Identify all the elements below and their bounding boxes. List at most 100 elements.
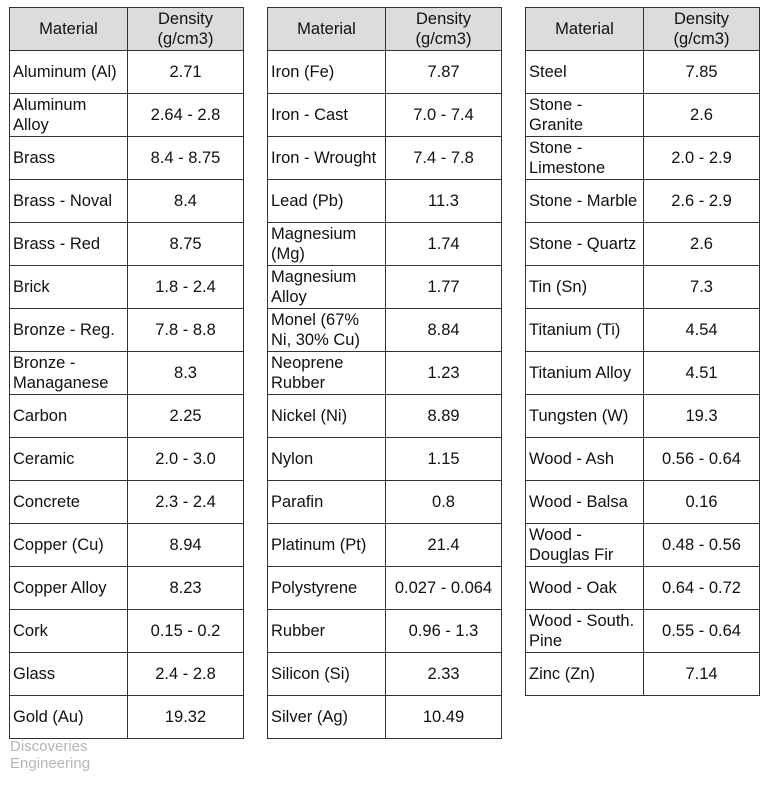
density-cell: 8.3 [127, 351, 244, 395]
table-row: Nickel (Ni) 8.89 [267, 394, 502, 438]
header-row: Material Density (g/cm3) [525, 7, 760, 51]
material-cell: Brass - Red [9, 222, 128, 266]
material-cell: Gold (Au) [9, 695, 128, 739]
density-cell: 2.0 - 2.9 [643, 136, 760, 180]
material-cell: Iron (Fe) [267, 50, 386, 94]
table-row: Brass - Red 8.75 [9, 222, 244, 266]
table-row: Neoprene Rubber 1.23 [267, 351, 502, 395]
material-cell: Monel (67% Ni, 30% Cu) [267, 308, 386, 352]
density-cell: 2.0 - 3.0 [127, 437, 244, 481]
table-row: Steel 7.85 [525, 50, 760, 94]
column-header: Material [9, 7, 128, 51]
table-row: Iron - Cast 7.0 - 7.4 [267, 93, 502, 137]
table-row: Bronze - Reg. 7.8 - 8.8 [9, 308, 244, 352]
table-row: Wood - Douglas Fir 0.48 - 0.56 [525, 523, 760, 567]
density-table: Material Density (g/cm3) Aluminum (Al) 2.71… [9, 7, 244, 739]
table-row: Gold (Au) 19.32 [9, 695, 244, 739]
density-cell: 0.64 - 0.72 [643, 566, 760, 610]
table-row: Aluminum (Al) 2.71 [9, 50, 244, 94]
density-cell: 2.33 [385, 652, 502, 696]
table-row: Iron (Fe) 7.87 [267, 50, 502, 94]
table-row: Copper Alloy 8.23 [9, 566, 244, 610]
table-row: Titanium Alloy 4.51 [525, 351, 760, 395]
table-row: Copper (Cu) 8.94 [9, 523, 244, 567]
table-row: Brass 8.4 - 8.75 [9, 136, 244, 180]
table-row: Stone - Marble 2.6 - 2.9 [525, 179, 760, 223]
table-row: Tungsten (W) 19.3 [525, 394, 760, 438]
table-row: Wood - Ash 0.56 - 0.64 [525, 437, 760, 481]
material-cell: Platinum (Pt) [267, 523, 386, 567]
material-cell: Silicon (Si) [267, 652, 386, 696]
column-header: Density (g/cm3) [385, 7, 502, 51]
header-row: Material Density (g/cm3) [9, 7, 244, 51]
table-row: Silver (Ag) 10.49 [267, 695, 502, 739]
density-cell: 7.87 [385, 50, 502, 94]
density-cell: 10.49 [385, 695, 502, 739]
density-cell: 0.96 - 1.3 [385, 609, 502, 653]
header-text: Density (g/cm3) [673, 10, 730, 48]
density-cell: 7.3 [643, 265, 760, 309]
table-row: Stone - Quartz 2.6 [525, 222, 760, 266]
table-row: Glass 2.4 - 2.8 [9, 652, 244, 696]
header-text: Material [555, 20, 614, 38]
material-cell: Lead (Pb) [267, 179, 386, 223]
column-header: Material [267, 7, 386, 51]
column-header: Density (g/cm3) [643, 7, 760, 51]
material-cell: Neoprene Rubber [267, 351, 386, 395]
watermark: Discoveries Engineering [10, 738, 91, 772]
material-cell: Silver (Ag) [267, 695, 386, 739]
table-row: Ceramic 2.0 - 3.0 [9, 437, 244, 481]
material-cell: Polystyrene [267, 566, 386, 610]
material-cell: Copper (Cu) [9, 523, 128, 567]
density-cell: 8.23 [127, 566, 244, 610]
table-row: Concrete 2.3 - 2.4 [9, 480, 244, 524]
table-row: Stone - Granite 2.6 [525, 93, 760, 137]
table-row: Iron - Wrought 7.4 - 7.8 [267, 136, 502, 180]
material-cell: Zinc (Zn) [525, 652, 644, 696]
density-cell: 7.0 - 7.4 [385, 93, 502, 137]
table-row: Monel (67% Ni, 30% Cu) 8.84 [267, 308, 502, 352]
density-cell: 8.84 [385, 308, 502, 352]
header-row: Material Density (g/cm3) [267, 7, 502, 51]
table-row: Rubber 0.96 - 1.3 [267, 609, 502, 653]
density-cell: 1.23 [385, 351, 502, 395]
material-cell: Wood - Douglas Fir [525, 523, 644, 567]
material-cell: Tungsten (W) [525, 394, 644, 438]
table-row: Carbon 2.25 [9, 394, 244, 438]
density-cell: 2.3 - 2.4 [127, 480, 244, 524]
material-cell: Carbon [9, 394, 128, 438]
material-cell: Steel [525, 50, 644, 94]
density-cell: 1.74 [385, 222, 502, 266]
material-cell: Brass - Noval [9, 179, 128, 223]
material-cell: Bronze - Reg. [9, 308, 128, 352]
material-cell: Rubber [267, 609, 386, 653]
density-cell: 8.4 - 8.75 [127, 136, 244, 180]
density-cell: 19.3 [643, 394, 760, 438]
material-cell: Wood - Oak [525, 566, 644, 610]
density-table: Material Density (g/cm3) Iron (Fe) 7.87 Iron… [267, 7, 502, 739]
table-row: Tin (Sn) 7.3 [525, 265, 760, 309]
table-row: Brick 1.8 - 2.4 [9, 265, 244, 309]
material-cell: Cork [9, 609, 128, 653]
density-cell: 8.94 [127, 523, 244, 567]
density-cell: 2.6 - 2.9 [643, 179, 760, 223]
density-cell: 2.6 [643, 93, 760, 137]
density-cell: 4.54 [643, 308, 760, 352]
density-table: Material Density (g/cm3) Steel 7.85 Stone - … [525, 7, 760, 696]
density-cell: 8.89 [385, 394, 502, 438]
table-row: Magnesium (Mg) 1.74 [267, 222, 502, 266]
table-row: Bronze - Managanese 8.3 [9, 351, 244, 395]
material-cell: Aluminum Alloy [9, 93, 128, 137]
material-cell: Titanium (Ti) [525, 308, 644, 352]
material-cell: Concrete [9, 480, 128, 524]
density-cell: 2.25 [127, 394, 244, 438]
material-cell: Nickel (Ni) [267, 394, 386, 438]
table-row: Wood - Oak 0.64 - 0.72 [525, 566, 760, 610]
material-cell: Ceramic [9, 437, 128, 481]
material-cell: Magnesium (Mg) [267, 222, 386, 266]
table-row: Wood - Balsa 0.16 [525, 480, 760, 524]
table-row: Magnesium Alloy 1.77 [267, 265, 502, 309]
header-text: Material [297, 20, 356, 38]
header-text: Density (g/cm3) [415, 10, 472, 48]
table-row: Nylon 1.15 [267, 437, 502, 481]
